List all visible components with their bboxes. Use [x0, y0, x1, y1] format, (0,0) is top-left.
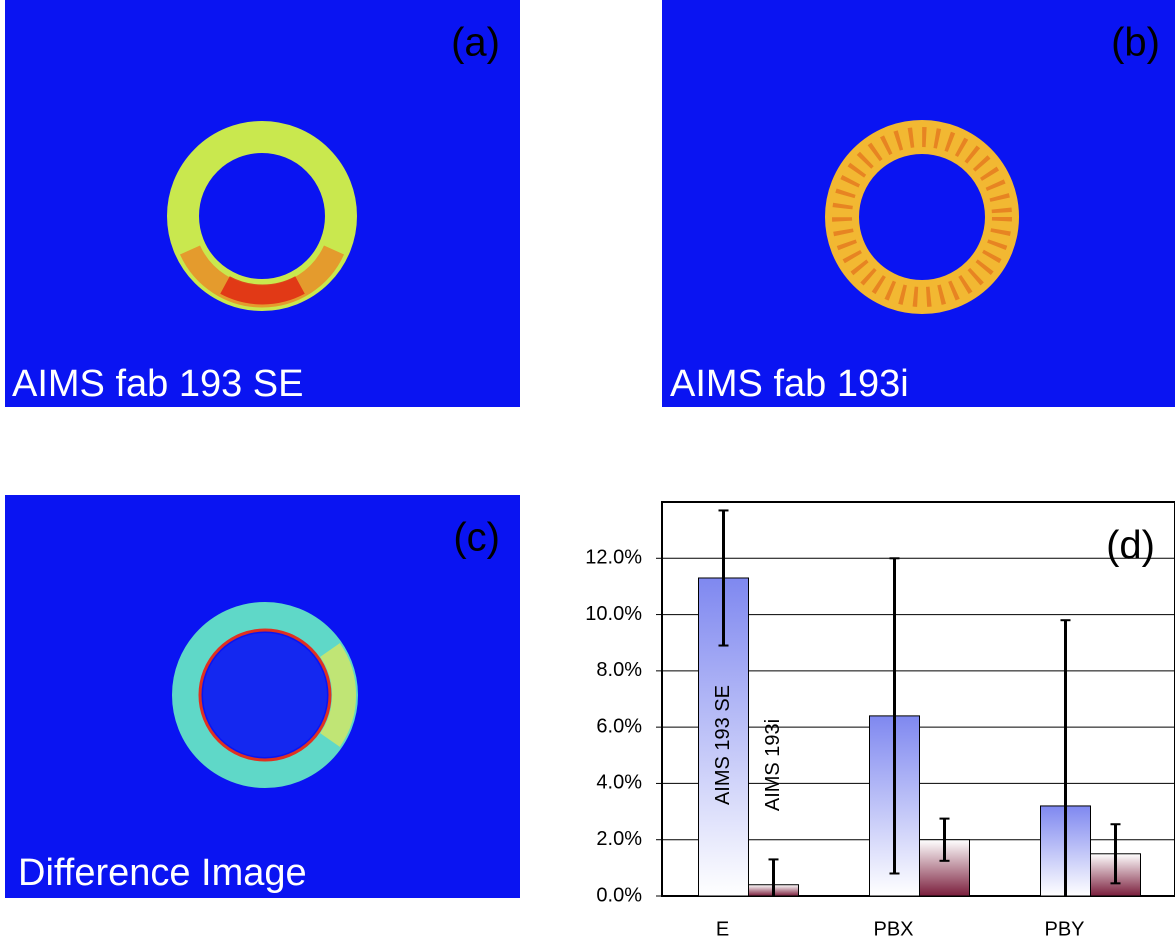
y-tick-label: 6.0% [596, 715, 642, 737]
ring-texture [330, 650, 344, 740]
panel-label: (b) [1111, 21, 1160, 65]
x-tick-label: PBY [1044, 918, 1084, 940]
panel-caption: AIMS fab 193 SE [12, 363, 304, 405]
series-label: AIMS 193 SE [712, 685, 734, 805]
panel-label: (d) [1106, 524, 1155, 568]
panel-caption: Difference Image [18, 852, 307, 894]
y-tick-label: 4.0% [596, 772, 642, 794]
ring-center [203, 633, 327, 757]
panel-b: (b) AIMS fab 193i [662, 0, 1175, 407]
x-tick-label: PBX [873, 918, 913, 940]
series-label: AIMS 193i [762, 719, 784, 811]
panel-caption: AIMS fab 193i [670, 363, 909, 405]
panel-label: (a) [451, 21, 500, 65]
panel-c: (c) Difference Image [5, 495, 520, 898]
y-tick-label: 2.0% [596, 828, 642, 850]
image-background [662, 0, 1175, 407]
figure: (a) AIMS fab 193 SE (b) AIMS fab 193i (c… [0, 0, 1175, 949]
y-tick-label: 12.0% [585, 547, 642, 569]
panel-label: (c) [453, 516, 500, 560]
ring-hotspot [225, 285, 300, 294]
y-tick-label: 10.0% [585, 603, 642, 625]
y-tick-label: 0.0% [596, 884, 642, 906]
panel-a: (a) AIMS fab 193 SE [5, 0, 520, 407]
y-tick-label: 8.0% [596, 659, 642, 681]
image-background [5, 0, 520, 407]
x-tick-label: E [716, 918, 729, 940]
